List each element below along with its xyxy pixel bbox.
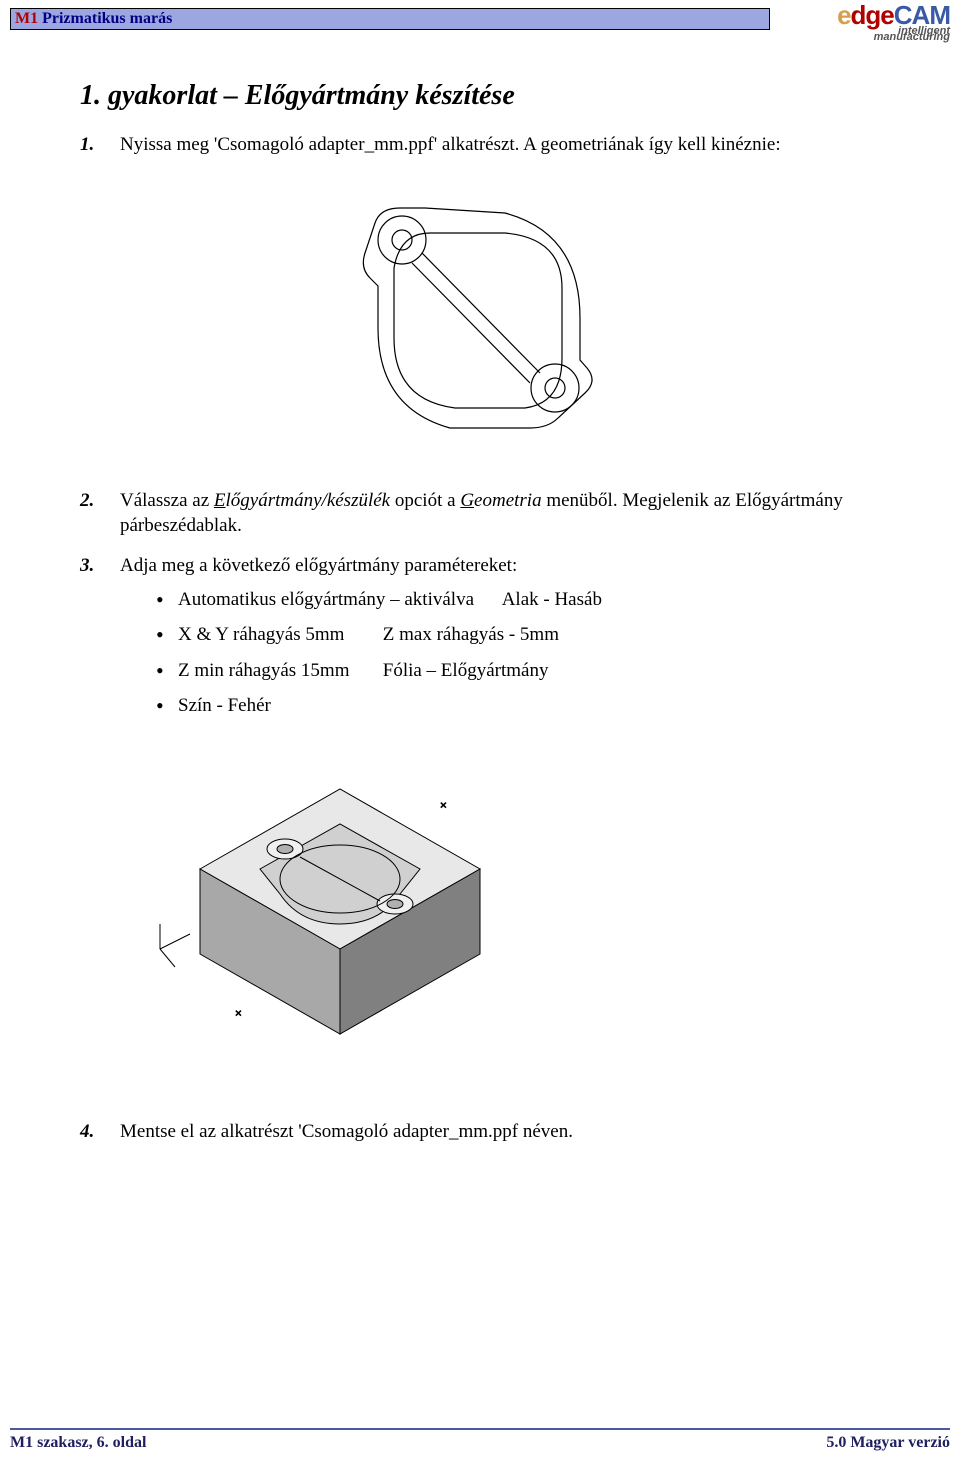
- step-text: Adja meg a következő előgyártmány paramé…: [120, 553, 880, 729]
- part-outline-svg: [330, 178, 630, 458]
- menu-item: Előgyártmány/készülék: [214, 490, 390, 511]
- stock-isometric-svg: × ×: [140, 749, 510, 1059]
- logo-dge: dge: [851, 0, 894, 30]
- menu-text: eometria: [474, 490, 542, 511]
- text: Mentse el az alkatrészt ': [120, 1121, 302, 1142]
- step-1: 1. Nyissa meg 'Csomagoló adapter_mm.ppf'…: [80, 132, 880, 158]
- content: 1. gyakorlat – Előgyártmány készítése 1.…: [80, 80, 880, 1159]
- param-value: Z max ráhagyás - 5mm: [383, 624, 559, 645]
- param-item: X & Y ráhagyás 5mm Z max ráhagyás - 5mm: [150, 622, 880, 648]
- text: néven.: [518, 1121, 573, 1142]
- footer-left: M1 szakasz, 6. oldal: [10, 1434, 146, 1452]
- header-title: Prizmatikus marás: [42, 10, 172, 28]
- step-text: Válassza az Előgyártmány/készülék opciót…: [120, 488, 880, 539]
- param-label: X & Y ráhagyás 5mm: [178, 622, 378, 648]
- step-number: 1.: [80, 132, 120, 158]
- logo-e: e: [837, 0, 850, 30]
- param-item: Z min ráhagyás 15mm Fólia – Előgyártmány: [150, 658, 880, 684]
- text: Nyissa meg ': [120, 134, 217, 155]
- param-label: Z min ráhagyás 15mm: [178, 658, 378, 684]
- param-item: Automatikus előgyártmány – aktiválva Ala…: [150, 587, 880, 613]
- steps-list-2: 2. Válassza az Előgyártmány/készülék opc…: [80, 488, 880, 729]
- figure-1: [330, 178, 630, 458]
- text: Adja meg a következő előgyártmány paramé…: [120, 555, 517, 576]
- header-bar: M1 Prizmatikus marás: [10, 8, 770, 30]
- svg-text:×: ×: [440, 798, 447, 812]
- param-label: Automatikus előgyártmány – aktiválva: [178, 587, 498, 613]
- param-item: Szín - Fehér: [150, 693, 880, 719]
- logo: edgeCAM intelligent manufacturing: [775, 0, 950, 40]
- param-label: Szín - Fehér: [178, 695, 271, 716]
- footer: M1 szakasz, 6. oldal 5.0 Magyar verzió: [10, 1428, 950, 1452]
- steps-list-3: 4. Mentse el az alkatrészt 'Csomagoló ad…: [80, 1119, 880, 1145]
- menu-text: lőgyártmány/készülék: [226, 490, 391, 511]
- steps-list: 1. Nyissa meg 'Csomagoló adapter_mm.ppf'…: [80, 132, 880, 158]
- step-text: Mentse el az alkatrészt 'Csomagoló adapt…: [120, 1119, 880, 1145]
- step-number: 3.: [80, 553, 120, 729]
- step-number: 4.: [80, 1119, 120, 1145]
- param-value: Fólia – Előgyártmány: [383, 660, 549, 681]
- step-3: 3. Adja meg a következő előgyártmány par…: [80, 553, 880, 729]
- menu-item: Geometria: [460, 490, 541, 511]
- filename: Csomagoló adapter_mm.ppf: [302, 1121, 518, 1142]
- svg-text:×: ×: [235, 1006, 242, 1020]
- header-code: M1: [15, 10, 38, 28]
- figure-2: × ×: [140, 749, 510, 1059]
- footer-right: 5.0 Magyar verzió: [826, 1434, 950, 1452]
- step-number: 2.: [80, 488, 120, 539]
- filename: Csomagoló adapter_mm.ppf: [217, 134, 433, 155]
- step-2: 2. Válassza az Előgyártmány/készülék opc…: [80, 488, 880, 539]
- param-list: Automatikus előgyártmány – aktiválva Ala…: [150, 587, 880, 720]
- step-text: Nyissa meg 'Csomagoló adapter_mm.ppf' al…: [120, 132, 880, 158]
- exercise-title: 1. gyakorlat – Előgyártmány készítése: [80, 80, 880, 112]
- logo-sub2: manufacturing: [775, 33, 950, 43]
- step-4: 4. Mentse el az alkatrészt 'Csomagoló ad…: [80, 1119, 880, 1145]
- text: opciót a: [390, 490, 460, 511]
- text: ' alkatrészt. A geometriának így kell ki…: [434, 134, 781, 155]
- param-value: Alak - Hasáb: [502, 589, 602, 610]
- text: Válassza az: [120, 490, 214, 511]
